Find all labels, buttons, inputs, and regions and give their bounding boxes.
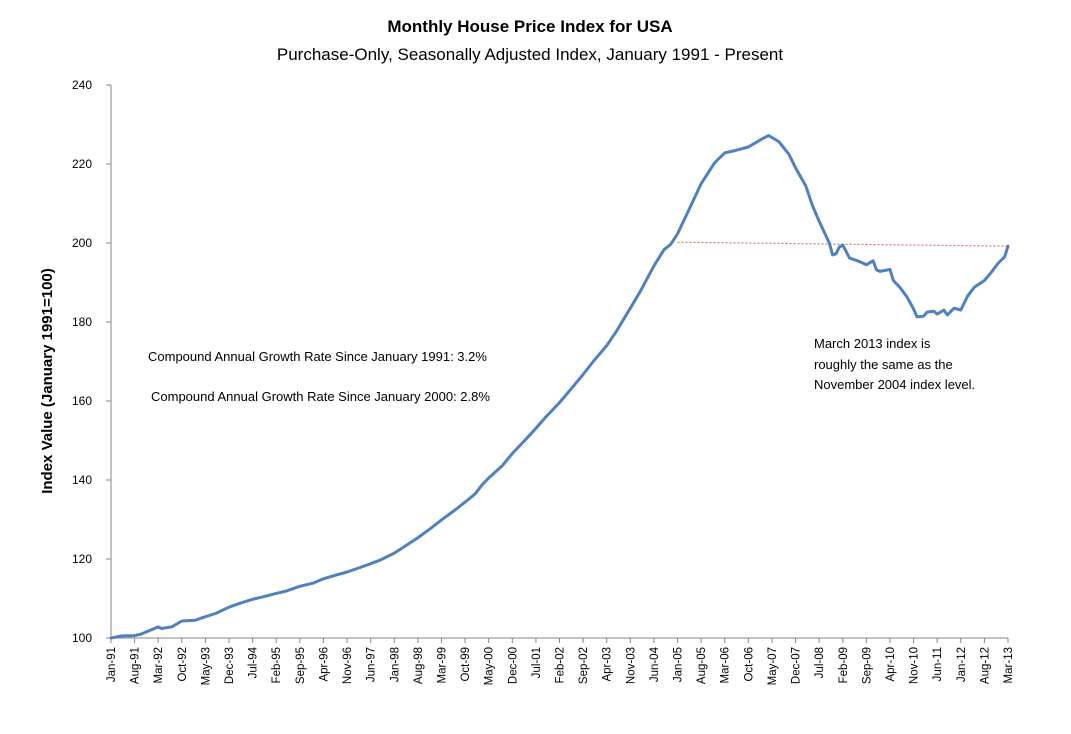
cagr-1991-annotation: Compound Annual Growth Rate Since Januar…: [148, 349, 487, 364]
x-tick-label: May-07: [767, 647, 779, 685]
x-tick-label: Mar-13: [1003, 647, 1015, 683]
x-tick-label: Apr-96: [318, 647, 330, 682]
x-tick-label: Dec-93: [224, 647, 236, 684]
x-tick-label: Sep-95: [295, 647, 307, 684]
x-tick-label: Jan-05: [673, 647, 685, 682]
x-tick-label: Oct-99: [460, 647, 472, 682]
x-tick-label: Jun-11: [932, 647, 944, 681]
x-tick-label: Sep-09: [861, 647, 873, 684]
march-2013-note: March 2013 index is roughly the same as …: [814, 336, 975, 392]
x-tick-label: Oct-06: [743, 647, 755, 682]
x-tick-label: Jan-98: [389, 647, 401, 682]
x-tick-label: Jun-04: [649, 646, 661, 682]
x-tick-label: Jan-91: [106, 647, 118, 682]
cagr-2000-annotation: Compound Annual Growth Rate Since Januar…: [151, 389, 490, 404]
x-tick-label: Jul-01: [531, 647, 543, 678]
series-layer: [109, 134, 1010, 640]
x-tick-label: Sep-02: [578, 647, 590, 684]
note-line-3: November 2004 index level.: [814, 377, 975, 392]
x-tick-label: Aug-98: [413, 647, 425, 684]
y-tick-labels: 100 120 140 160 180 200 220 240: [72, 78, 111, 645]
x-tick-label: Dec-07: [791, 647, 803, 684]
x-tick-label: Feb-09: [838, 647, 850, 683]
y-tick-label: 220: [72, 157, 92, 171]
x-tick-label: Mar-06: [720, 647, 732, 683]
y-axis-label: Index Value (January 1991=100): [39, 268, 56, 494]
x-tick-label: Mar-99: [436, 647, 448, 683]
x-tick-label: Jul-94: [248, 646, 260, 678]
y-tick-label: 200: [72, 236, 92, 250]
x-tick-label: Aug-05: [696, 647, 708, 684]
y-tick-label: 160: [72, 394, 92, 408]
y-tick-label: 120: [72, 552, 92, 566]
y-tick-label: 100: [72, 631, 92, 645]
x-tick-label: Jun-97: [366, 647, 378, 682]
series-line-0: [109, 134, 1010, 640]
x-tick-label: Oct-92: [177, 647, 189, 682]
x-tick-label: Dec-00: [507, 647, 519, 684]
x-tick-label: Feb-02: [555, 647, 567, 683]
chart-title: Monthly House Price Index for USA: [387, 17, 672, 36]
x-tick-label: Nov-03: [625, 647, 637, 684]
x-tick-labels: Jan-91 Aug-91 Mar-92 Oct-92 May-93 Dec-93 Jul-…: [106, 638, 1015, 685]
x-tick-label: Feb-95: [271, 647, 283, 683]
y-tick-label: 140: [72, 473, 92, 487]
x-tick-label: Apr-03: [602, 647, 614, 682]
x-tick-label: Aug-12: [979, 647, 991, 684]
x-tick-label: May-93: [200, 647, 212, 685]
x-tick-label: Mar-92: [153, 647, 165, 683]
x-tick-label: May-00: [484, 647, 496, 685]
x-tick-label: Jan-12: [956, 647, 968, 682]
x-tick-label: Nov-96: [342, 647, 354, 684]
x-tick-label: Jul-08: [814, 647, 826, 678]
chart-subtitle: Purchase-Only, Seasonally Adjusted Index…: [277, 45, 783, 64]
x-tick-label: Apr-10: [885, 647, 897, 682]
x-tick-label: Aug-91: [130, 647, 142, 684]
x-tick-label: Nov-10: [909, 647, 921, 684]
note-line-2: roughly the same as the: [814, 357, 953, 372]
y-tick-label: 180: [72, 315, 92, 329]
note-line-1: March 2013 index is: [814, 336, 931, 351]
y-tick-label: 240: [72, 78, 92, 92]
